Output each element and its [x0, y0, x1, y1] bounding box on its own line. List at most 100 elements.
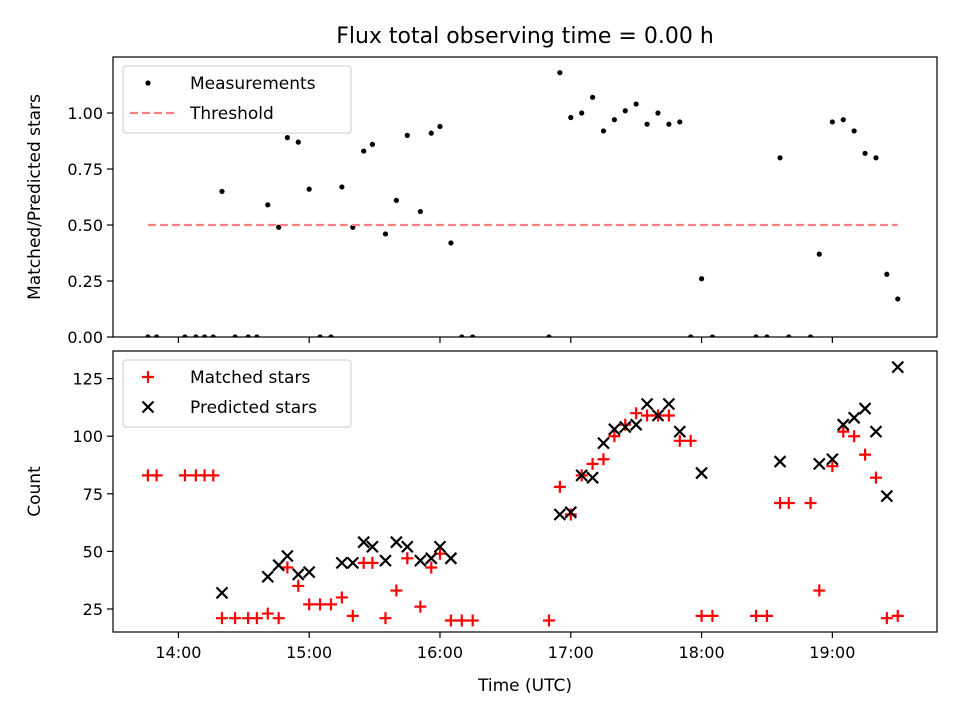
- predicted-star-point: [608, 423, 621, 436]
- predicted-star-point: [597, 436, 610, 450]
- measurement-point: [361, 148, 367, 154]
- x-tick-label: 16:00: [417, 643, 463, 662]
- y-tick-label: 50: [83, 542, 103, 561]
- measurement-point: [470, 334, 476, 337]
- measurement-point: [182, 334, 188, 337]
- matched-star-point: [229, 612, 242, 625]
- measurement-point: [145, 334, 151, 337]
- measurement-point: [622, 108, 628, 114]
- measurement-point: [677, 119, 683, 125]
- matched-star-point: [455, 614, 468, 627]
- predicted-star-point: [891, 360, 905, 374]
- measurement-point: [265, 202, 271, 208]
- predicted-star-point: [836, 418, 850, 431]
- x-tick-label: 19:00: [809, 643, 855, 662]
- predicted-star-point: [357, 535, 370, 549]
- measurement-point: [816, 251, 822, 257]
- measurement-point: [428, 130, 434, 136]
- measurement-point: [219, 188, 225, 194]
- measurement-point: [153, 334, 160, 337]
- plot-frame: [112, 350, 938, 633]
- matched-star-point: [848, 430, 861, 443]
- measurement-point: [557, 70, 563, 76]
- measurement-point: [339, 184, 345, 190]
- x-axis-label: Time (UTC): [477, 676, 572, 696]
- predicted-star-point: [401, 540, 414, 554]
- measurement-point: [546, 334, 552, 337]
- predicted-star-point: [662, 397, 676, 411]
- measurement-point: [884, 271, 890, 277]
- measurement-point: [437, 123, 443, 130]
- predicted-star-point: [292, 568, 305, 581]
- chart-title: Flux total observing time = 0.00 h: [336, 24, 714, 49]
- measurement-point: [284, 135, 290, 141]
- matched-star-point: [150, 469, 163, 482]
- predicted-star-point: [869, 425, 883, 438]
- measurement-point: [862, 150, 868, 156]
- y-axis-label: Count: [25, 466, 45, 517]
- matched-star-point: [425, 561, 438, 574]
- predicted-star-point: [215, 586, 229, 600]
- matched-star-point: [207, 469, 220, 482]
- x-tick-label: 15:00: [286, 643, 332, 662]
- matched-star-point: [813, 584, 826, 597]
- matched-star-point: [346, 609, 359, 622]
- predicted-star-point: [390, 535, 403, 549]
- legend-label: Measurements: [190, 74, 316, 94]
- y-tick-label: 125: [72, 370, 103, 389]
- predicted-star-point: [880, 489, 894, 503]
- matched-star-point: [695, 609, 708, 622]
- matched-star-point: [880, 612, 893, 625]
- matched-star-point: [826, 460, 839, 473]
- measurement-point: [786, 334, 792, 337]
- measurement-point: [393, 197, 399, 203]
- measurement-point: [666, 121, 672, 127]
- matched-star-point: [662, 409, 675, 422]
- matched-star-point: [414, 600, 427, 613]
- x-tick-label: 18:00: [679, 643, 725, 662]
- predicted-star-point: [414, 554, 427, 567]
- matched-star-point: [608, 430, 621, 443]
- legend-predicted-marker: [141, 400, 155, 414]
- plot-marks: [145, 70, 901, 337]
- measurement-point: [328, 334, 334, 337]
- predicted-star-point: [618, 420, 632, 434]
- measurement-point: [709, 334, 716, 337]
- measurement-point: [840, 117, 846, 123]
- predicted-star-point: [444, 552, 458, 565]
- measurement-point: [777, 155, 783, 161]
- measurement-point: [688, 334, 694, 337]
- y-tick-label: 0.25: [67, 272, 103, 291]
- matched-star-point: [553, 480, 566, 493]
- predicted-star-point: [379, 554, 392, 567]
- measurement-point: [404, 132, 410, 138]
- matched-star-point: [390, 584, 403, 597]
- predicted-star-point: [586, 471, 599, 484]
- matched-star-point: [641, 409, 654, 422]
- matched-star-point: [178, 469, 191, 482]
- measurement-point: [417, 208, 423, 215]
- y-tick-label: 0.75: [67, 160, 103, 179]
- matched-star-point: [542, 614, 555, 627]
- predicted-star-point: [335, 556, 349, 570]
- predicted-star-point: [629, 418, 643, 431]
- legend-box: [122, 65, 352, 134]
- matched-star-point: [324, 598, 337, 611]
- matched-star-point: [891, 609, 904, 622]
- measurement-point: [193, 334, 199, 337]
- matched-star-point: [706, 609, 719, 622]
- legend-label: Matched stars: [190, 368, 310, 388]
- legend-measurement-marker: [145, 80, 151, 86]
- measurement-point: [655, 110, 661, 116]
- measurement-point: [829, 119, 835, 125]
- matched-star-point: [379, 612, 392, 625]
- predicted-star-point: [366, 540, 379, 554]
- predicted-star-point: [575, 469, 588, 482]
- matched-star-point: [750, 609, 763, 622]
- plot-marks: [141, 360, 905, 627]
- predicted-star-point: [826, 452, 839, 466]
- x-tick-label: 14:00: [155, 643, 201, 662]
- matched-star-point: [401, 552, 414, 565]
- predicted-star-point: [651, 409, 665, 422]
- predicted-star-point: [433, 540, 447, 554]
